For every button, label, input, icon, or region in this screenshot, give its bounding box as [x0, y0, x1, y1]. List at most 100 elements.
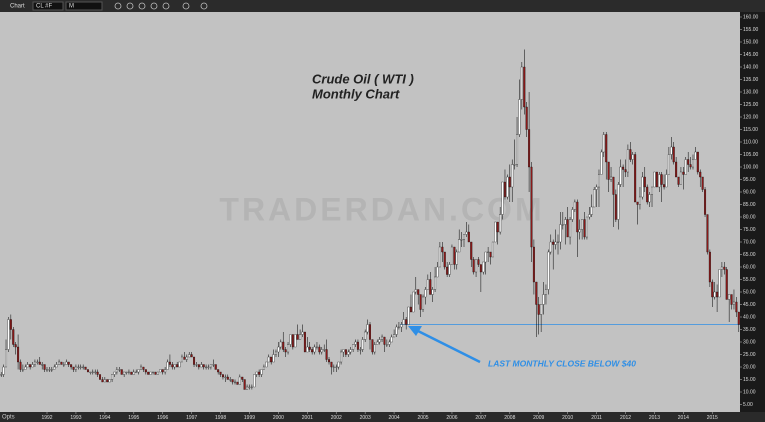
- candle-body: [180, 356, 183, 363]
- candle-body: [226, 376, 229, 380]
- interval-box[interactable]: [65, 1, 103, 11]
- candle-body: [229, 379, 232, 381]
- candle-body: [36, 361, 39, 363]
- candle-body: [475, 259, 478, 273]
- x-tick-label: 1999: [244, 415, 255, 421]
- candle-body: [2, 366, 5, 375]
- y-tick-label: 35.00: [743, 327, 756, 333]
- candle-body: [323, 349, 326, 351]
- candle-body: [566, 219, 569, 238]
- candle-body: [270, 356, 273, 363]
- candle-body: [482, 261, 485, 273]
- candle-body: [46, 369, 48, 371]
- candle-body: [479, 264, 482, 273]
- candle-body: [287, 344, 290, 353]
- y-tick-label: 110.00: [743, 139, 758, 145]
- candle-body: [535, 281, 538, 305]
- y-tick-label: 95.00: [743, 177, 756, 183]
- candle-body: [94, 371, 97, 373]
- symbol-box[interactable]: [32, 1, 64, 11]
- candle-body: [494, 221, 497, 243]
- candle-body: [144, 369, 147, 373]
- candle-body: [152, 371, 155, 373]
- x-tick-label: 1995: [128, 415, 139, 421]
- candle-body: [412, 291, 415, 313]
- candle-body: [443, 251, 446, 268]
- interval: M: [69, 4, 74, 10]
- candle-body: [0, 374, 3, 376]
- candle-body: [193, 356, 196, 365]
- candle-body: [467, 231, 470, 243]
- candle-body: [503, 181, 506, 198]
- candle-body: [737, 311, 740, 325]
- candle-body: [325, 349, 328, 360]
- candle-body: [629, 149, 632, 160]
- candle-body: [99, 374, 102, 380]
- candle-body: [308, 346, 311, 350]
- candle-body: [511, 164, 514, 188]
- x-tick-label: 2011: [591, 415, 602, 421]
- candle-body: [234, 381, 237, 383]
- candle-body: [508, 176, 511, 188]
- candle-body: [277, 346, 280, 353]
- candle-body: [14, 344, 17, 348]
- candle-body: [267, 356, 270, 363]
- candle-body: [265, 361, 268, 368]
- y-tick-label: 75.00: [743, 227, 756, 233]
- candle-body: [371, 339, 374, 353]
- candle-body: [147, 371, 150, 375]
- candle-body: [62, 364, 65, 366]
- candle-body: [130, 371, 133, 375]
- candle-body: [82, 366, 85, 368]
- candle-body: [342, 349, 345, 353]
- candle-body: [356, 341, 359, 350]
- y-tick-label: 50.00: [743, 289, 756, 295]
- y-tick-label: 80.00: [743, 214, 756, 220]
- candle-body: [711, 281, 714, 298]
- candle-body: [622, 166, 625, 170]
- x-tick-label: 2006: [446, 415, 457, 421]
- candle-body: [340, 351, 343, 363]
- y-tick-label: 20.00: [743, 364, 756, 370]
- candle-body: [528, 129, 531, 168]
- candle-body: [559, 224, 562, 243]
- candle-body: [689, 164, 692, 168]
- candle-body: [684, 159, 687, 175]
- candle-body: [361, 339, 364, 350]
- symbol: CL #F: [36, 4, 52, 10]
- y-tick-label: 60.00: [743, 264, 756, 270]
- candle-body: [217, 369, 220, 373]
- candle-body: [359, 349, 362, 351]
- candle-body: [429, 279, 432, 295]
- candle-body: [318, 346, 321, 353]
- candle-body: [658, 174, 661, 188]
- price-axis: [740, 12, 765, 412]
- candle-body: [205, 366, 208, 368]
- candle-body: [499, 214, 502, 233]
- candle-body: [349, 349, 352, 353]
- y-tick-label: 55.00: [743, 277, 756, 283]
- y-tick-label: 155.00: [743, 27, 759, 33]
- candle-body: [694, 151, 697, 160]
- candle-body: [569, 219, 572, 238]
- candle-body: [209, 364, 212, 368]
- candle-body: [687, 159, 690, 165]
- candle-body: [624, 169, 627, 173]
- x-tick-label: 2001: [302, 415, 313, 421]
- chart-title: Crude Oil ( WTI ): [312, 71, 414, 86]
- candle-body: [578, 229, 581, 233]
- candle-body: [21, 369, 24, 371]
- candle-body: [653, 171, 656, 188]
- candle-body: [470, 241, 473, 260]
- options[interactable]: Opts: [2, 415, 15, 421]
- candle-body: [178, 361, 181, 368]
- candle-body: [29, 364, 32, 368]
- y-tick-label: 150.00: [743, 39, 759, 45]
- candle-body: [602, 134, 605, 153]
- candle-body: [405, 319, 408, 325]
- window-title: Chart: [10, 4, 25, 10]
- toolbar-icons[interactable]: [114, 2, 208, 10]
- candle-body: [31, 364, 34, 368]
- candle-body: [344, 349, 347, 355]
